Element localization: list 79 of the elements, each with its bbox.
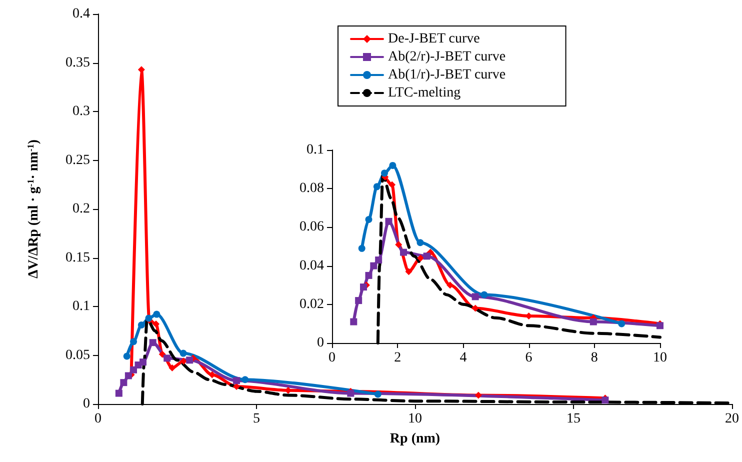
point	[388, 181, 396, 188]
point	[152, 320, 160, 328]
point	[385, 218, 392, 225]
point	[375, 256, 382, 264]
y-tick-label: 0.2	[72, 202, 90, 216]
point	[153, 310, 160, 318]
point	[472, 293, 479, 300]
point	[123, 352, 130, 360]
point	[168, 364, 176, 372]
point	[618, 320, 626, 328]
point	[138, 322, 145, 329]
point	[208, 371, 216, 378]
x-tick-label: 15	[566, 412, 580, 426]
point	[389, 162, 396, 169]
point	[365, 272, 372, 279]
x-tick-label: 5	[253, 412, 260, 426]
x-tick-label: 4	[460, 350, 467, 366]
point	[180, 350, 187, 357]
x-tick-label: 6	[525, 350, 532, 366]
x-tick-label: 10	[408, 412, 422, 426]
y-tick-label: 0.05	[66, 348, 90, 363]
x-tick-label: 0	[94, 412, 102, 426]
legend-label: De-J-BET curve	[388, 32, 480, 46]
point	[395, 241, 402, 248]
y-tick-label: 0.02	[300, 296, 324, 312]
point	[149, 339, 156, 346]
y-tick-label: 0.06	[300, 220, 324, 235]
y-tick-label: 0.25	[66, 152, 90, 168]
x-tick-label: 0	[328, 350, 336, 366]
y-tick-label: 0.15	[66, 250, 90, 266]
point	[124, 372, 132, 380]
x-tick-label: 8	[590, 350, 598, 366]
point	[365, 216, 372, 223]
point	[380, 170, 388, 177]
point	[370, 262, 378, 270]
point	[130, 338, 138, 346]
point	[405, 268, 412, 276]
y-tick-label: 0.08	[300, 181, 324, 196]
point	[355, 297, 362, 304]
point	[164, 354, 171, 362]
x-axis-title: Rp (nm)	[390, 432, 440, 446]
point	[417, 254, 424, 262]
point	[360, 284, 367, 291]
point	[140, 358, 147, 366]
y-tick-label: 0	[317, 336, 324, 350]
y-tick-label: 0.1	[72, 299, 90, 314]
point	[233, 377, 240, 384]
point	[480, 291, 488, 298]
point	[590, 318, 597, 326]
point	[400, 248, 408, 256]
point	[180, 358, 188, 365]
legend-label: Ab(2/r)-J-BET curve	[388, 50, 506, 64]
point	[446, 282, 454, 289]
point	[472, 304, 479, 312]
y-axis-title: ΔV/ΔRp (ml · g-1· nm-1)	[26, 139, 42, 279]
point	[423, 252, 430, 260]
point	[474, 392, 482, 399]
point	[350, 318, 358, 326]
point	[186, 356, 194, 364]
y-tick-label: 0.04	[300, 258, 324, 274]
point	[138, 66, 145, 74]
y-tick-label: 0.35	[66, 55, 90, 70]
point	[130, 366, 138, 374]
point	[242, 376, 249, 384]
point	[120, 379, 128, 386]
x-tick-label: 2	[394, 350, 402, 366]
point	[416, 239, 424, 246]
x-tick-label: 20	[725, 412, 739, 426]
y-tick-label: 0.4	[72, 6, 90, 22]
point	[374, 390, 382, 398]
x-tick-label: 10	[653, 350, 667, 366]
point	[358, 244, 366, 252]
y-tick-label: 0.1	[306, 142, 324, 158]
y-tick-label: 0.3	[72, 104, 90, 119]
point	[373, 183, 380, 190]
point	[115, 390, 122, 397]
y-tick-label: 0	[83, 396, 90, 412]
legend-label: LTC-melting	[388, 86, 461, 100]
legend-label: Ab(1/r)-J-BET curve	[388, 68, 506, 82]
